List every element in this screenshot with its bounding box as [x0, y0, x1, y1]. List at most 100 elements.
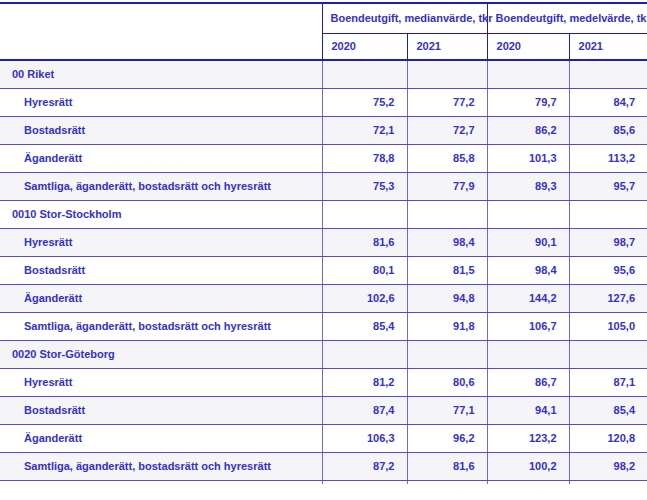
empty-cell	[487, 200, 569, 228]
column-group-header-row: Boendeutgift, medianvärde, tkr Boendeutg…	[0, 3, 647, 33]
row-label: Bostadsrätt	[0, 256, 322, 284]
table-row: Äganderätt 102,6 94,8 144,2 127,6	[0, 284, 647, 312]
row-label: Samtliga, äganderätt, bostadsrätt och hy…	[0, 312, 322, 340]
row-label: Samtliga, äganderätt, bostadsrätt och hy…	[0, 452, 322, 480]
value-cell: 72,1	[322, 116, 407, 144]
value-cell: 98,7	[569, 228, 647, 256]
table-row: Samtliga, äganderätt, bostadsrätt och hy…	[0, 452, 647, 480]
value-cell: 81,6	[407, 452, 487, 480]
value-cell: 86,7	[487, 368, 569, 396]
table-row: Hyresrätt 81,2 80,6 86,7 87,1	[0, 368, 647, 396]
value-cell: 98,4	[407, 228, 487, 256]
row-label: Hyresrätt	[0, 88, 322, 116]
value-cell: 102,6	[322, 284, 407, 312]
statistics-table-page: Boendeutgift, medianvärde, tkr Boendeutg…	[0, 0, 647, 500]
empty-cell	[569, 200, 647, 228]
region-row: 00 Riket	[0, 60, 647, 88]
region-row: 0020 Stor-Göteborg	[0, 340, 647, 368]
year-header-mean-2020: 2020	[487, 33, 569, 60]
row-label: Samtliga, äganderätt, bostadsrätt och hy…	[0, 172, 322, 200]
clipped-next-row	[0, 480, 647, 484]
value-cell: 123,2	[487, 424, 569, 452]
value-cell: 80,6	[407, 368, 487, 396]
year-header-median-2021: 2021	[407, 33, 487, 60]
value-cell: 85,4	[322, 312, 407, 340]
value-cell: 72,7	[407, 116, 487, 144]
value-cell: 81,2	[322, 368, 407, 396]
table-row: Äganderätt 78,8 85,8 101,3 113,2	[0, 144, 647, 172]
value-cell: 90,1	[487, 228, 569, 256]
value-cell: 105,0	[569, 312, 647, 340]
value-cell: 81,6	[322, 228, 407, 256]
empty-cell	[487, 60, 569, 88]
region-label: 0020 Stor-Göteborg	[0, 340, 322, 368]
value-cell: 120,8	[569, 424, 647, 452]
row-label: Äganderätt	[0, 424, 322, 452]
column-group-mean: Boendeutgift, medelvärde, tkr	[487, 3, 647, 33]
value-cell: 75,3	[322, 172, 407, 200]
table-row: Bostadsrätt 80,1 81,5 98,4 95,6	[0, 256, 647, 284]
value-cell: 98,4	[487, 256, 569, 284]
empty-cell	[569, 340, 647, 368]
value-cell: 77,2	[407, 88, 487, 116]
column-group-median: Boendeutgift, medianvärde, tkr	[322, 3, 487, 33]
value-cell: 106,7	[487, 312, 569, 340]
value-cell: 75,2	[322, 88, 407, 116]
table-body: 00 Riket Hyresrätt 75,2 77,2 79,7 84,7 B…	[0, 60, 647, 484]
empty-cell	[407, 60, 487, 88]
value-cell: 85,8	[407, 144, 487, 172]
empty-cell	[407, 480, 487, 484]
value-cell: 91,8	[407, 312, 487, 340]
row-label: Hyresrätt	[0, 228, 322, 256]
region-row: 0010 Stor-Stockholm	[0, 200, 647, 228]
table-row: Bostadsrätt 72,1 72,7 86,2 85,6	[0, 116, 647, 144]
value-cell: 94,1	[487, 396, 569, 424]
value-cell: 106,3	[322, 424, 407, 452]
value-cell: 94,8	[407, 284, 487, 312]
row-label: Bostadsrätt	[0, 396, 322, 424]
year-header-mean-2021: 2021	[569, 33, 647, 60]
empty-cell	[322, 200, 407, 228]
boendeutgift-table: Boendeutgift, medianvärde, tkr Boendeutg…	[0, 2, 647, 484]
value-cell: 101,3	[487, 144, 569, 172]
value-cell: 77,9	[407, 172, 487, 200]
value-cell: 87,4	[322, 396, 407, 424]
empty-cell	[487, 340, 569, 368]
value-cell: 78,8	[322, 144, 407, 172]
value-cell: 84,7	[569, 88, 647, 116]
value-cell: 81,5	[407, 256, 487, 284]
year-header-median-2020: 2020	[322, 33, 407, 60]
value-cell: 79,7	[487, 88, 569, 116]
value-cell: 89,3	[487, 172, 569, 200]
empty-cell	[322, 340, 407, 368]
value-cell: 87,1	[569, 368, 647, 396]
table-header: Boendeutgift, medianvärde, tkr Boendeutg…	[0, 3, 647, 60]
stub-header-cell	[0, 3, 322, 60]
table-row: Bostadsrätt 87,4 77,1 94,1 85,4	[0, 396, 647, 424]
table-row: Hyresrätt 75,2 77,2 79,7 84,7	[0, 88, 647, 116]
value-cell: 87,2	[322, 452, 407, 480]
value-cell: 80,1	[322, 256, 407, 284]
table-row: Äganderätt 106,3 96,2 123,2 120,8	[0, 424, 647, 452]
empty-cell	[407, 340, 487, 368]
empty-cell	[487, 480, 569, 484]
table-row: Samtliga, äganderätt, bostadsrätt och hy…	[0, 172, 647, 200]
row-label: Äganderätt	[0, 144, 322, 172]
empty-cell	[0, 480, 322, 484]
region-label: 0010 Stor-Stockholm	[0, 200, 322, 228]
value-cell: 95,6	[569, 256, 647, 284]
value-cell: 77,1	[407, 396, 487, 424]
value-cell: 98,2	[569, 452, 647, 480]
value-cell: 127,6	[569, 284, 647, 312]
empty-cell	[407, 200, 487, 228]
value-cell: 100,2	[487, 452, 569, 480]
value-cell: 85,4	[569, 396, 647, 424]
empty-cell	[569, 60, 647, 88]
value-cell: 96,2	[407, 424, 487, 452]
table-row: Hyresrätt 81,6 98,4 90,1 98,7	[0, 228, 647, 256]
empty-cell	[569, 480, 647, 484]
value-cell: 86,2	[487, 116, 569, 144]
row-label: Bostadsrätt	[0, 116, 322, 144]
region-label: 00 Riket	[0, 60, 322, 88]
row-label: Hyresrätt	[0, 368, 322, 396]
